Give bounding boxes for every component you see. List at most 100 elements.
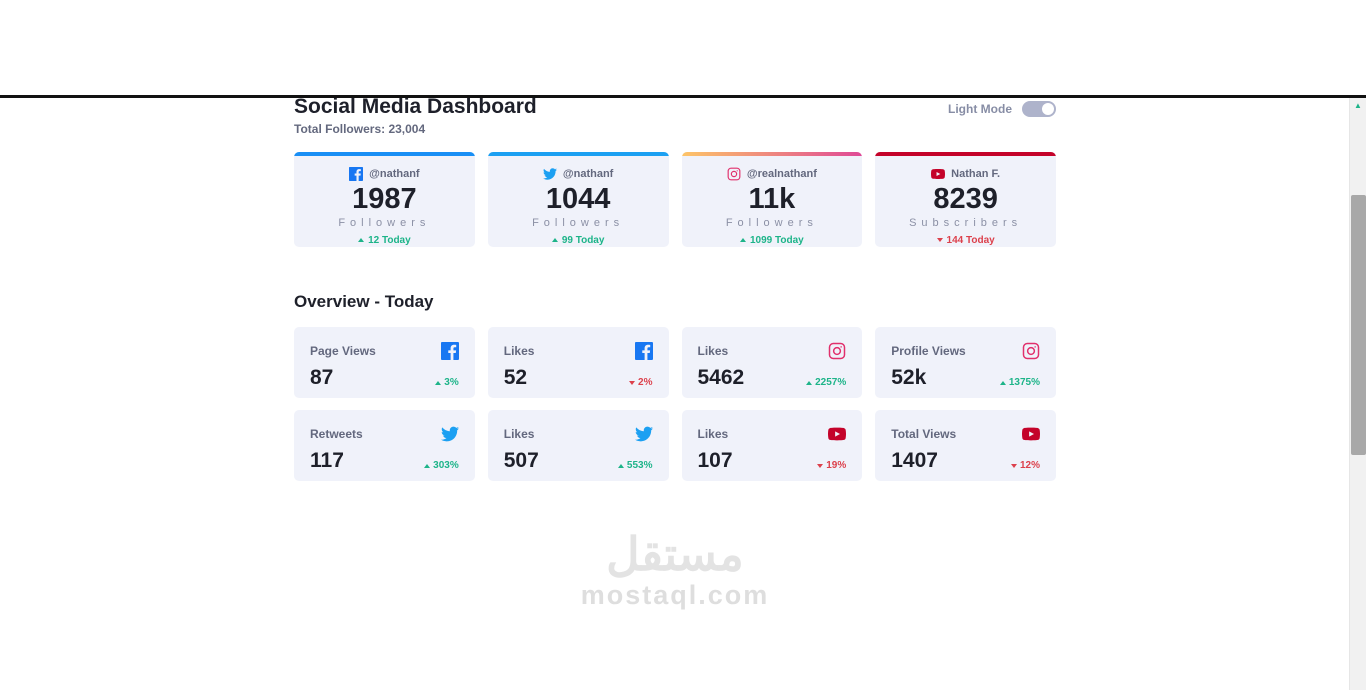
up-arrow-icon: [551, 238, 558, 243]
dashboard-page: Social Media Dashboard Total Followers: …: [294, 95, 1056, 611]
instagram-icon: [1022, 342, 1040, 360]
follower-card-twitter[interactable]: @nathanf 1044 Followers 99 Today: [487, 152, 669, 247]
follower-cards: @nathanf 1987 Followers 12 Today @nathan…: [294, 152, 1056, 247]
metric-delta: 19%: [817, 460, 846, 471]
overview-heading: Overview - Today: [294, 292, 434, 311]
metric-delta: 2%: [629, 377, 653, 388]
down-arrow-icon: [629, 380, 636, 385]
scrollbar-thumb[interactable]: [1351, 195, 1366, 455]
youtube-icon: [931, 167, 946, 181]
metric-title: Profile Views: [891, 344, 966, 358]
window-top-edge: [0, 95, 1366, 98]
metric-delta: 2257%: [806, 377, 846, 388]
overview-card-page-views-facebook[interactable]: Page Views 87 3%: [294, 327, 475, 398]
instagram-icon: [727, 167, 741, 181]
follower-label: Followers: [532, 216, 625, 229]
metric-title: Likes: [503, 344, 535, 358]
delta-text: 2%: [638, 377, 653, 388]
metric-delta: 3%: [435, 377, 459, 388]
metric-value: 117: [310, 449, 344, 472]
follower-count: 1987: [352, 183, 417, 215]
theme-toggle-label: Light Mode: [948, 102, 1012, 116]
facebook-icon: [634, 342, 653, 360]
follower-label: Subscribers: [909, 216, 1023, 229]
facebook-icon: [440, 342, 459, 360]
title-block: Social Media Dashboard Total Followers: …: [294, 95, 537, 136]
metric-value: 87: [310, 366, 334, 389]
down-arrow-icon: [936, 238, 943, 243]
watermark-arabic-text: مستقل: [606, 528, 744, 580]
overview-card-likes-twitter[interactable]: Likes 507 553%: [487, 410, 669, 481]
toggle-knob: [1042, 103, 1054, 115]
facebook-icon: [349, 167, 364, 181]
metric-title: Likes: [697, 427, 729, 441]
follower-label: Followers: [725, 216, 818, 229]
overview-card-profile-views-instagram[interactable]: Profile Views 52k 1375%: [875, 327, 1056, 398]
delta-text: 144 Today: [946, 234, 995, 246]
page-title: Social Media Dashboard: [294, 95, 537, 118]
instagram-icon: [828, 342, 846, 360]
follower-count: 11k: [748, 183, 796, 215]
up-arrow-icon: [435, 380, 442, 385]
twitter-icon: [634, 425, 653, 443]
metric-title: Total Views: [891, 427, 957, 441]
theme-toggle-row: Light Mode: [948, 101, 1056, 117]
follower-card-facebook[interactable]: @nathanf 1987 Followers 12 Today: [294, 152, 475, 247]
metric-value: 52: [503, 366, 528, 389]
youtube-icon: [828, 425, 847, 443]
delta-text: 99 Today: [561, 234, 605, 246]
metric-value: 52k: [891, 366, 927, 389]
follower-card-instagram[interactable]: @realnathanf 11k Followers 1099 Today: [681, 152, 863, 247]
theme-toggle[interactable]: [1022, 101, 1056, 117]
metric-value: 507: [503, 449, 539, 472]
down-arrow-icon: [817, 463, 824, 468]
delta-text: 12%: [1019, 460, 1040, 471]
overview-card-likes-youtube[interactable]: Likes 107 19%: [681, 410, 863, 481]
follower-delta: 1099 Today: [682, 235, 863, 246]
overview-card-retweets-twitter[interactable]: Retweets 117 303%: [294, 410, 475, 481]
up-arrow-icon: [358, 238, 365, 243]
delta-text: 303%: [433, 460, 459, 471]
overview-card-total-views-youtube[interactable]: Total Views 1407 12%: [875, 410, 1056, 481]
overview-card-likes-instagram[interactable]: Likes 5462 2257%: [681, 327, 863, 398]
metric-value: 107: [697, 449, 733, 472]
watermark: مستقل mostaql.com: [294, 529, 1056, 611]
overview-cards: Page Views 87 3% Likes 52: [294, 327, 1056, 481]
follower-delta: 12 Today: [294, 235, 475, 246]
follower-label: Followers: [338, 216, 431, 229]
account-handle: Nathan F.: [951, 168, 1001, 180]
metric-delta: 553%: [617, 460, 653, 471]
watermark-latin-text: mostaql.com: [580, 579, 770, 610]
delta-text: 19%: [826, 460, 847, 471]
overview-card-likes-facebook[interactable]: Likes 52 2%: [487, 327, 669, 398]
delta-text: 553%: [626, 460, 653, 471]
account-handle: @realnathanf: [746, 168, 817, 180]
down-arrow-icon: [1010, 463, 1017, 468]
metric-title: Page Views: [310, 344, 376, 358]
youtube-icon: [1022, 425, 1040, 443]
follower-delta: 99 Today: [488, 235, 669, 246]
delta-text: 12 Today: [368, 234, 411, 246]
follower-count: 8239: [933, 183, 998, 215]
up-arrow-icon: [424, 463, 431, 468]
follower-card-youtube[interactable]: Nathan F. 8239 Subscribers 144 Today: [875, 152, 1056, 247]
up-arrow-icon: [617, 463, 624, 468]
follower-delta: 144 Today: [875, 235, 1056, 246]
account-handle: @nathanf: [369, 168, 420, 180]
metric-delta: 303%: [424, 460, 459, 471]
up-arrow-icon: [740, 238, 746, 243]
twitter-icon: [542, 167, 557, 181]
metric-delta: 12%: [1010, 460, 1040, 471]
twitter-icon: [440, 425, 459, 443]
metric-title: Likes: [503, 427, 535, 441]
delta-text: 3%: [444, 377, 459, 388]
total-followers-subtitle: Total Followers: 23,004: [294, 122, 426, 136]
page-header: Social Media Dashboard Total Followers: …: [294, 95, 1056, 136]
metric-value: 5462: [697, 366, 745, 389]
metric-title: Likes: [697, 344, 729, 358]
scroll-up-arrow-icon[interactable]: ▲: [1350, 98, 1366, 113]
account-handle: @nathanf: [562, 168, 614, 180]
vertical-scrollbar[interactable]: ▲: [1349, 95, 1366, 690]
up-arrow-icon: [999, 380, 1006, 385]
delta-text: 2257%: [815, 377, 847, 388]
